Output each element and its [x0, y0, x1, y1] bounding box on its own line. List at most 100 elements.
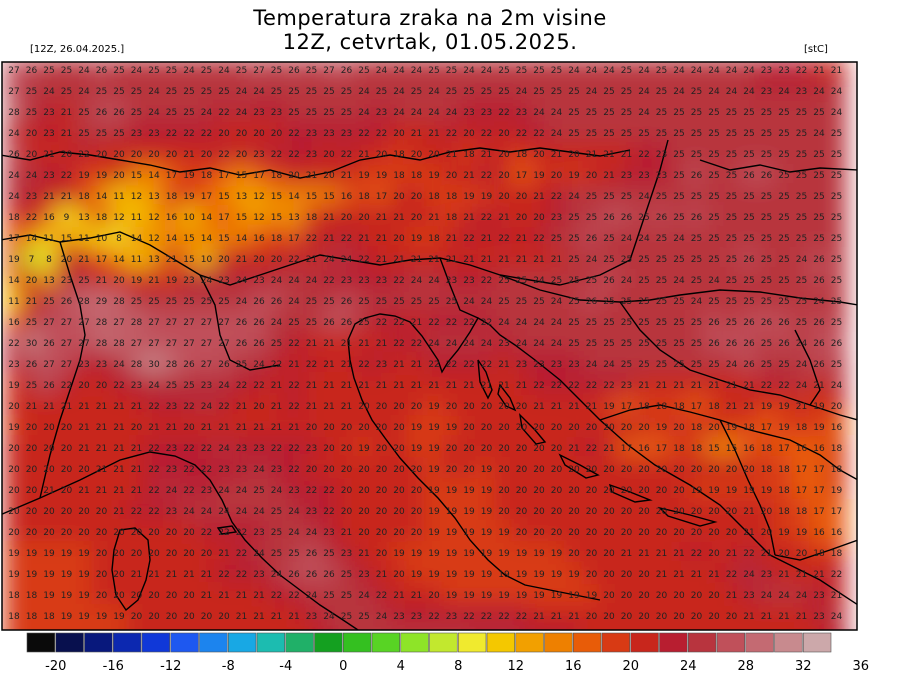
field-cell: [74, 79, 94, 102]
grid-value: 19: [428, 465, 440, 475]
grid-value: 21: [306, 255, 317, 265]
grid-value: 24: [586, 360, 598, 370]
field-cell: [301, 625, 322, 630]
grid-value: 21: [463, 255, 474, 265]
grid-value: 22: [358, 360, 369, 370]
field-cell: [721, 289, 742, 312]
grid-value: 20: [603, 570, 615, 580]
grid-value: 20: [691, 591, 703, 601]
grid-value: 21: [411, 129, 422, 139]
field-cell: [21, 625, 42, 630]
grid-value: 20: [393, 486, 405, 496]
field-cell: [4, 205, 24, 228]
field-cell: [511, 184, 532, 207]
grid-value: 25: [813, 192, 824, 202]
grid-value: 26: [743, 318, 755, 328]
field-cell: [406, 247, 427, 270]
grid-value: 24: [183, 507, 195, 517]
grid-value: 25: [831, 234, 842, 244]
grid-value: 20: [78, 528, 90, 538]
grid-value: 28: [131, 318, 143, 328]
grid-value: 25: [761, 213, 772, 223]
field-cell: [546, 62, 567, 81]
grid-value: 25: [831, 192, 842, 202]
grid-value: 20: [638, 507, 650, 517]
grid-value: 24: [551, 297, 563, 307]
grid-value: 19: [61, 570, 73, 580]
grid-value: 25: [673, 108, 684, 118]
grid-value: 25: [568, 108, 579, 118]
grid-value: 20: [673, 528, 685, 538]
grid-value: 20: [708, 528, 720, 538]
grid-value: 22: [323, 486, 334, 496]
grid-value: 25: [411, 297, 422, 307]
map-subtitle: 12Z, cetvrtak, 01.05.2025.: [282, 30, 578, 54]
grid-value: 21: [726, 381, 737, 391]
grid-value: 22: [481, 213, 492, 223]
grid-value: 20: [183, 591, 195, 601]
grid-value: 24: [148, 381, 160, 391]
grid-value: 20: [218, 129, 230, 139]
grid-value: 27: [218, 339, 229, 349]
grid-value: 17: [8, 234, 19, 244]
grid-value: 20: [201, 549, 213, 559]
grid-value: 23: [358, 276, 369, 286]
grid-value: 19: [498, 549, 510, 559]
grid-value: 27: [201, 318, 212, 328]
color-scale-box: [285, 632, 314, 653]
grid-value: 20: [201, 612, 213, 622]
grid-value: 22: [323, 507, 334, 517]
grid-value: 24: [253, 87, 265, 97]
field-cell: [721, 121, 742, 144]
grid-value: 20: [586, 423, 598, 433]
grid-value: 24: [638, 87, 650, 97]
color-scale-box: [342, 632, 372, 653]
field-cell: [616, 226, 637, 249]
grid-value: 18: [831, 465, 843, 475]
field-cell: [424, 62, 444, 81]
grid-value: 18: [78, 192, 90, 202]
grid-value: 15: [236, 171, 247, 181]
grid-value: 21: [568, 444, 579, 454]
grid-value: 22: [568, 381, 579, 391]
field-cell: [809, 268, 829, 291]
grid-value: 25: [288, 318, 299, 328]
grid-value: 21: [96, 465, 107, 475]
grid-value: 21: [568, 612, 579, 622]
grid-value: 23: [288, 486, 299, 496]
field-cell: [161, 100, 182, 123]
field-cell: [476, 184, 497, 207]
grid-value: 20: [96, 570, 108, 580]
grid-value: 20: [148, 549, 160, 559]
grid-value: 20: [271, 255, 283, 265]
grid-value: 23: [656, 171, 667, 181]
grid-value: 26: [61, 297, 73, 307]
grid-value: 25: [831, 255, 842, 265]
grid-value: 20: [516, 507, 528, 517]
field-cell: [39, 625, 59, 630]
field-cell: [91, 163, 112, 186]
grid-value: 20: [551, 528, 563, 538]
grid-value: 21: [813, 66, 824, 76]
grid-value: 19: [498, 591, 510, 601]
field-cell: [21, 310, 42, 333]
grid-value: 21: [568, 402, 579, 412]
grid-value: 23: [743, 591, 754, 601]
grid-value: 25: [341, 108, 352, 118]
grid-value: 20: [533, 486, 545, 496]
grid-value: 26: [341, 297, 353, 307]
grid-value: 26: [813, 318, 825, 328]
grid-value: 22: [201, 528, 212, 538]
grid-value: 20: [551, 507, 563, 517]
field-cell: [721, 79, 742, 102]
grid-value: 25: [376, 87, 387, 97]
grid-value: 20: [26, 276, 38, 286]
grid-value: 27: [78, 339, 89, 349]
grid-value: 25: [796, 129, 807, 139]
grid-value: 20: [306, 423, 318, 433]
grid-value: 22: [498, 234, 509, 244]
field-cell: [406, 79, 427, 102]
grid-value: 25: [603, 255, 614, 265]
field-cell: [91, 62, 112, 81]
grid-value: 20: [323, 423, 335, 433]
